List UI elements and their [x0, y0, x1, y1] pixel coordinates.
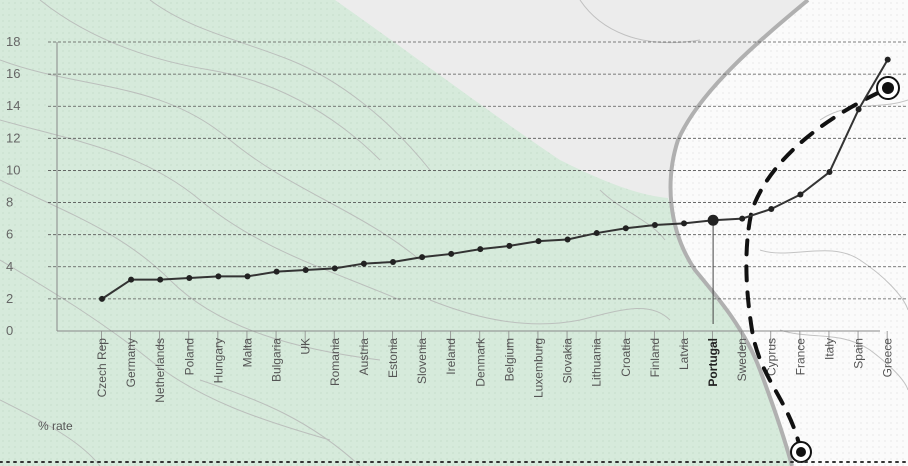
- x-tick-label: Lithuania: [590, 338, 604, 387]
- contour-line: [0, 59, 421, 261]
- y-tick-label: 2: [6, 291, 13, 306]
- y-tick-label: 16: [6, 66, 20, 81]
- route-decoration: [744, 76, 900, 463]
- x-tick-label: Slovenia: [415, 338, 429, 384]
- point-layer: [99, 56, 891, 302]
- route-dashed-line: [744, 86, 890, 454]
- route-start-marker-dot: [796, 447, 806, 457]
- contour-line: [0, 119, 401, 301]
- x-tick-label: Finland: [648, 338, 662, 377]
- y-unit-label: % rate: [38, 419, 73, 433]
- data-point: [739, 215, 746, 222]
- x-tick-label: Portugal: [706, 338, 720, 387]
- data-point: [128, 276, 135, 283]
- y-tick-label: 8: [6, 195, 13, 210]
- data-point: [273, 268, 280, 275]
- map-green-texture: [0, 0, 790, 466]
- x-tick-label: Cyprus: [764, 338, 778, 376]
- x-tick-label: Latvia: [677, 338, 691, 370]
- data-point: [651, 222, 658, 229]
- data-point: [826, 169, 833, 176]
- series-line: [101, 59, 889, 300]
- data-point: [157, 276, 164, 283]
- data-point: [302, 266, 309, 273]
- x-tick-labels: Czech Rep Germany Netherlands Poland Hungary…: [95, 331, 895, 403]
- data-point: [419, 254, 426, 261]
- x-tick-label: France: [793, 338, 807, 376]
- y-tick-label: 6: [6, 227, 13, 242]
- data-point: [331, 265, 338, 272]
- contour-line: [429, 299, 671, 325]
- contour-line: [779, 329, 908, 391]
- x-tick-label: Greece: [881, 338, 895, 378]
- data-point: [535, 238, 542, 245]
- data-point: [768, 205, 775, 212]
- data-point: [448, 250, 455, 257]
- data-point: [884, 56, 891, 63]
- x-tick-label: Poland: [182, 338, 196, 375]
- x-tick-label: Sweden: [735, 338, 749, 381]
- data-point: [390, 258, 396, 265]
- series-layer: [101, 59, 889, 300]
- x-tick-label: Croatia: [619, 338, 633, 377]
- data-point: [360, 260, 367, 267]
- data-point: [215, 273, 222, 280]
- x-tick-label: Ireland: [444, 338, 458, 375]
- x-tick-label: UK: [299, 338, 313, 355]
- data-point: [855, 106, 862, 113]
- y-tick-label: 0: [6, 323, 13, 338]
- x-tick-label: Hungary: [211, 338, 225, 383]
- data-point: [244, 273, 251, 280]
- x-tick-label: Austria: [357, 338, 371, 376]
- y-tick-label: 14: [6, 98, 20, 113]
- grid-layer: [48, 41, 908, 300]
- data-point: [797, 191, 804, 198]
- data-point: [506, 242, 513, 249]
- x-tick-label: Belgium: [502, 338, 516, 381]
- x-tick-label: Estonia: [386, 338, 400, 378]
- contour-line: [149, 0, 431, 171]
- route-end-marker-dot: [882, 82, 894, 94]
- axis-layer: [56, 42, 880, 332]
- contour-line: [39, 0, 381, 161]
- x-tick-label: Spain: [852, 338, 866, 369]
- contour-line: [0, 259, 331, 441]
- x-tick-label: Bulgaria: [270, 338, 284, 382]
- data-point: [681, 220, 687, 227]
- data-point: [622, 225, 629, 232]
- x-tick-label: Denmark: [473, 337, 487, 387]
- data-point: [99, 295, 105, 302]
- x-tick-label: Czech Rep: [95, 338, 109, 398]
- data-point: [186, 275, 193, 282]
- x-tick-label: Italy: [823, 338, 837, 360]
- data-point: [593, 230, 600, 237]
- contour-line: [0, 399, 101, 466]
- y-tick-label: 12: [6, 130, 20, 145]
- x-tick-label: Luxemburg: [532, 338, 546, 398]
- y-tick-label: 10: [6, 162, 20, 177]
- x-tick-label: Germany: [124, 338, 138, 387]
- contour-line: [759, 249, 908, 311]
- x-tick-label: Slovakia: [561, 338, 575, 384]
- map-border-line: [668, 0, 810, 466]
- x-tick-label: Netherlands: [153, 338, 167, 403]
- x-tick-label: Malta: [241, 338, 255, 368]
- data-point: [477, 246, 484, 253]
- map-white-texture: [670, 0, 908, 466]
- y-tick-labels: 0 2 4 6 8 10 12 14 16 18: [6, 34, 20, 338]
- data-point: [564, 236, 571, 243]
- contour-line: [199, 379, 361, 466]
- y-tick-label: 18: [6, 34, 20, 49]
- y-tick-label: 4: [6, 259, 13, 274]
- data-point: [707, 214, 719, 226]
- x-tick-label: Romania: [328, 338, 342, 386]
